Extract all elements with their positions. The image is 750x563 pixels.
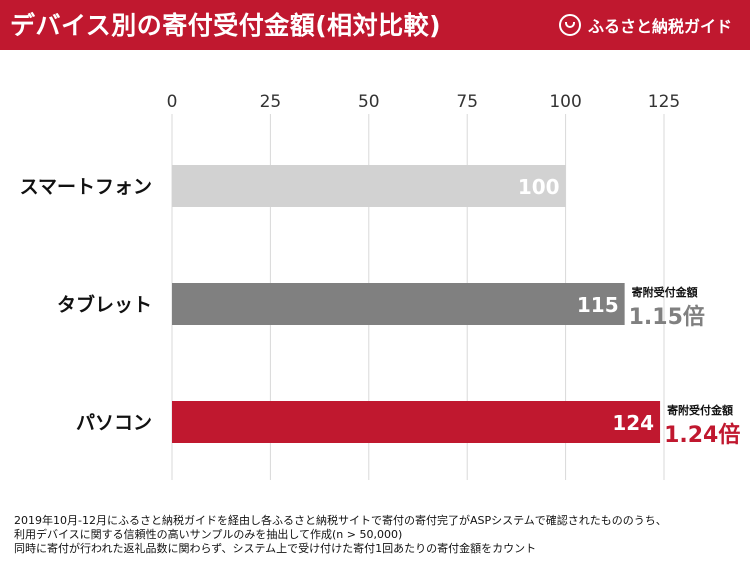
x-tick-label: 25 <box>260 92 282 112</box>
brand-logo-icon <box>558 14 581 36</box>
annotation-ratio: 1.24倍 <box>664 422 740 448</box>
page-title: デバイス別の寄付受付金額(相対比較) <box>10 11 442 40</box>
bar <box>172 401 661 443</box>
category-label: スマートフォン <box>20 176 152 198</box>
brand[interactable]: ふるさと納税ガイド <box>558 10 732 40</box>
x-tick-label: 75 <box>456 92 478 112</box>
footnote-line-2: 利用デバイスに関する信頼性の高いサンプルのみを抽出して作成(n > 50,000… <box>14 528 403 541</box>
annotation-label: 寄附受付金額 <box>632 285 698 299</box>
footnote-line-1: 2019年10月-12月にふるさと納税ガイドを経由し各ふるさと納税サイトで寄付の… <box>14 514 667 527</box>
footnote-line-3: 同時に寄付が行われた返礼品数に関わらず、システム上で受け付けた寄付1回あたりの寄… <box>14 542 537 555</box>
title-bar: デバイス別の寄付受付金額(相対比較) ふるさと納税ガイド <box>0 0 750 50</box>
x-tick-label: 125 <box>648 92 680 112</box>
data-label: 124 <box>612 411 654 435</box>
x-tick-label: 100 <box>549 92 581 112</box>
x-tick-label: 50 <box>358 92 380 112</box>
bar-chart: 0 25 50 75 100 125 スマートフォン 100 タブレット 115 寄附受付金額 1.1… <box>20 92 740 480</box>
category-label: パソコン <box>76 412 152 434</box>
bar <box>172 165 566 207</box>
bar <box>172 283 625 325</box>
annotation-ratio: 1.15倍 <box>629 304 705 330</box>
footnote: 2019年10月-12月にふるさと納税ガイドを経由し各ふるさと納税サイトで寄付の… <box>14 514 744 556</box>
x-tick-label: 0 <box>167 92 178 112</box>
data-label: 115 <box>577 293 619 317</box>
data-label: 100 <box>518 175 560 199</box>
brand-name: ふるさと納税ガイド <box>587 17 732 36</box>
category-label: タブレット <box>57 293 152 316</box>
annotation-label: 寄附受付金額 <box>667 403 733 417</box>
